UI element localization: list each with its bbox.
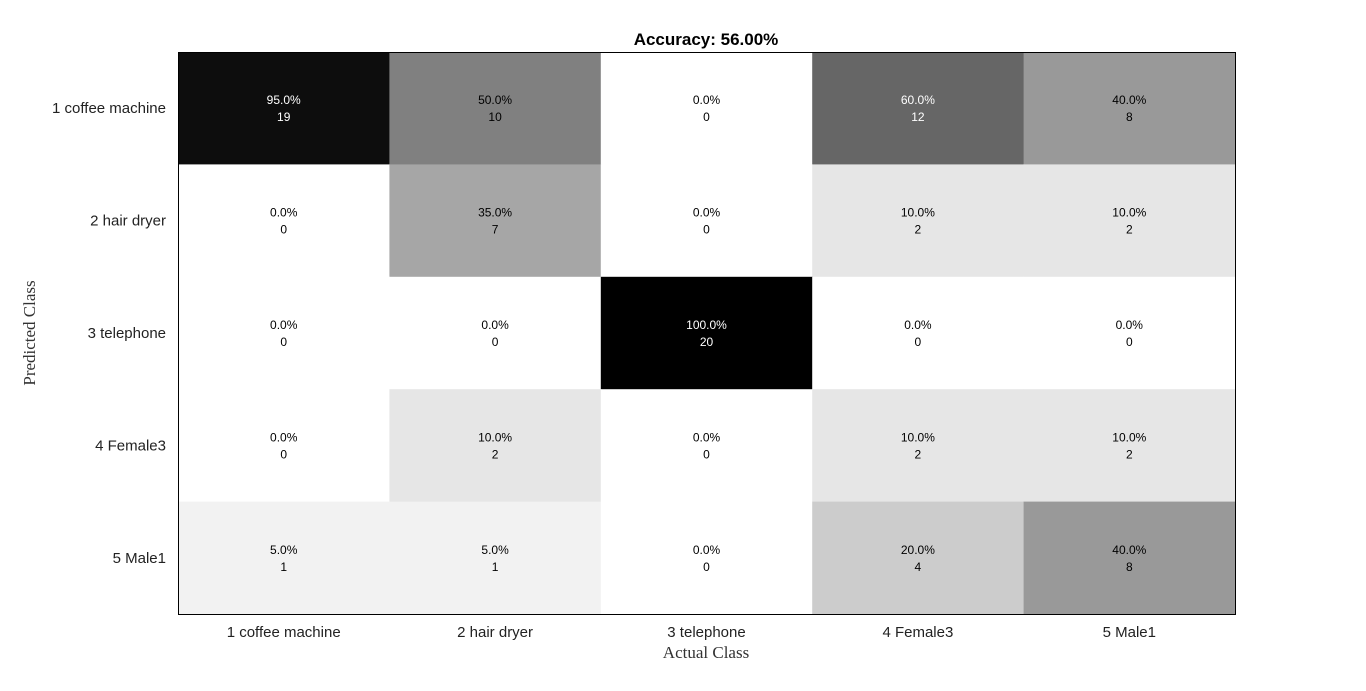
cell-percent-label: 0.0% xyxy=(270,206,298,220)
cell-percent-label: 20.0% xyxy=(901,543,935,557)
cell-percent-label: 0.0% xyxy=(693,206,721,220)
matrix-cell xyxy=(1023,276,1236,390)
matrix-cell xyxy=(389,389,602,503)
matrix-cell xyxy=(389,501,602,615)
cell-count-label: 0 xyxy=(280,223,287,237)
cell-percent-label: 10.0% xyxy=(1112,206,1146,220)
cell-percent-label: 10.0% xyxy=(901,430,935,444)
x-axis-label: Actual Class xyxy=(663,643,749,662)
cell-percent-label: 40.0% xyxy=(1112,543,1146,557)
cell-percent-label: 0.0% xyxy=(693,543,721,557)
cell-count-label: 0 xyxy=(280,447,287,461)
cell-percent-label: 0.0% xyxy=(270,430,298,444)
matrix-cell xyxy=(178,52,390,165)
matrix-cell xyxy=(389,52,602,165)
matrix-cell xyxy=(812,52,1025,165)
x-tick-label: 1 coffee machine xyxy=(227,624,341,641)
x-tick-label: 5 Male1 xyxy=(1103,624,1156,641)
matrix-cell xyxy=(389,164,602,278)
cell-count-label: 8 xyxy=(1126,560,1133,574)
x-tick-label: 2 hair dryer xyxy=(457,624,533,641)
matrix-cell xyxy=(812,501,1025,615)
cell-count-label: 10 xyxy=(488,110,502,124)
matrix-cell xyxy=(812,389,1025,503)
cell-percent-label: 0.0% xyxy=(481,318,509,332)
cell-count-label: 19 xyxy=(277,110,291,124)
matrix-cell xyxy=(389,276,602,390)
cell-percent-label: 50.0% xyxy=(478,93,512,107)
cell-count-label: 12 xyxy=(911,110,925,124)
cell-percent-label: 5.0% xyxy=(481,543,509,557)
matrix-cells: 95.0%1950.0%100.0%060.0%1240.0%80.0%035.… xyxy=(178,52,1236,615)
cell-percent-label: 5.0% xyxy=(270,543,298,557)
matrix-cell xyxy=(812,164,1025,278)
matrix-cell xyxy=(178,389,390,503)
matrix-cell xyxy=(1023,501,1236,615)
cell-count-label: 8 xyxy=(1126,110,1133,124)
cell-count-label: 7 xyxy=(492,223,499,237)
y-tick-label: 1 coffee machine xyxy=(52,100,166,117)
cell-percent-label: 40.0% xyxy=(1112,93,1146,107)
cell-percent-label: 0.0% xyxy=(1116,318,1144,332)
matrix-cell xyxy=(600,501,813,615)
cell-percent-label: 0.0% xyxy=(270,318,298,332)
matrix-cell xyxy=(600,389,813,503)
cell-count-label: 0 xyxy=(703,560,710,574)
cell-percent-label: 0.0% xyxy=(693,93,721,107)
matrix-cell xyxy=(812,276,1025,390)
cell-percent-label: 10.0% xyxy=(478,430,512,444)
cell-percent-label: 0.0% xyxy=(904,318,932,332)
cell-percent-label: 100.0% xyxy=(686,318,727,332)
y-tick-label: 2 hair dryer xyxy=(90,213,166,230)
chart-title: Accuracy: 56.00% xyxy=(634,30,779,49)
cell-count-label: 2 xyxy=(1126,447,1133,461)
cell-count-label: 0 xyxy=(703,110,710,124)
cell-count-label: 0 xyxy=(703,447,710,461)
cell-count-label: 2 xyxy=(492,447,499,461)
cell-count-label: 20 xyxy=(700,335,714,349)
x-tick-labels: 1 coffee machine 2 hair dryer 3 telephone 4… xyxy=(227,624,1156,641)
matrix-cell xyxy=(600,52,813,165)
cell-count-label: 0 xyxy=(915,335,922,349)
cell-percent-label: 60.0% xyxy=(901,93,935,107)
plot-frame xyxy=(178,52,1236,615)
cell-count-label: 0 xyxy=(280,335,287,349)
matrix-cell xyxy=(178,164,390,278)
cell-count-label: 2 xyxy=(1126,223,1133,237)
matrix-cell xyxy=(1023,164,1236,278)
y-tick-label: 4 Female3 xyxy=(95,437,166,454)
cell-percent-label: 35.0% xyxy=(478,206,512,220)
cell-count-label: 0 xyxy=(1126,335,1133,349)
y-tick-label: 3 telephone xyxy=(88,325,166,342)
matrix-cell xyxy=(1023,389,1236,503)
matrix-cell xyxy=(600,164,813,278)
cell-count-label: 1 xyxy=(492,560,499,574)
y-tick-label: 5 Male1 xyxy=(113,550,166,567)
cell-percent-label: 10.0% xyxy=(901,206,935,220)
cell-count-label: 4 xyxy=(915,560,922,574)
cell-percent-label: 10.0% xyxy=(1112,430,1146,444)
cell-count-label: 0 xyxy=(703,223,710,237)
cell-count-label: 2 xyxy=(915,447,922,461)
matrix-cell xyxy=(1023,52,1236,165)
cell-count-label: 0 xyxy=(492,335,499,349)
y-tick-labels: 1 coffee machine 2 hair dryer 3 telephone 4… xyxy=(52,100,166,567)
matrix-cell xyxy=(178,276,390,390)
matrix-cell xyxy=(178,501,390,615)
cell-percent-label: 95.0% xyxy=(267,93,301,107)
x-tick-label: 3 telephone xyxy=(667,624,745,641)
x-tick-label: 4 Female3 xyxy=(882,624,953,641)
cell-count-label: 1 xyxy=(280,560,287,574)
matrix-cell xyxy=(600,276,813,390)
cell-count-label: 2 xyxy=(915,223,922,237)
cell-percent-label: 0.0% xyxy=(693,430,721,444)
y-axis-label: Predicted Class xyxy=(20,280,39,385)
